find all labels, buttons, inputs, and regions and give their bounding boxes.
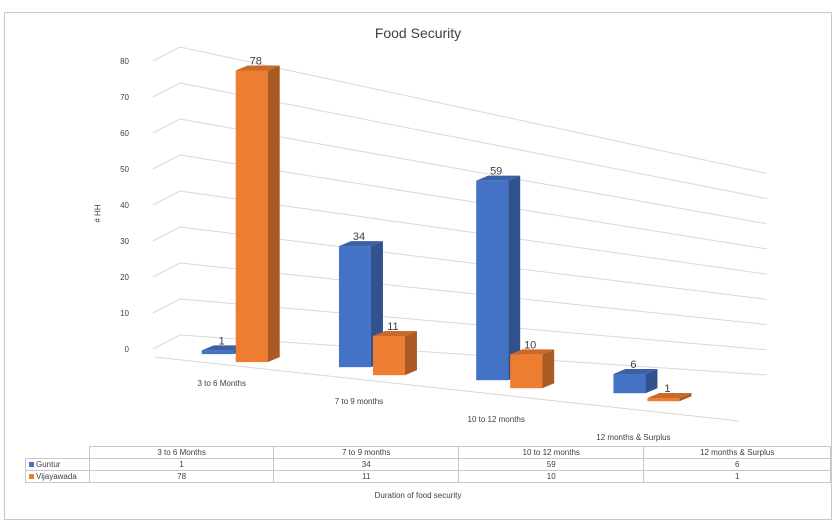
data-label: 78 xyxy=(250,55,262,67)
bar-top xyxy=(201,345,246,351)
gridline-side xyxy=(152,190,181,206)
bar-side xyxy=(542,349,555,389)
y-tick-label: 50 xyxy=(120,165,129,174)
bar-side xyxy=(508,175,521,381)
chart-frame: Food Security 0 10 20 30 40 50 60 70 80 1 78 34 11 59… xyxy=(4,12,832,520)
data-label: 10 xyxy=(524,339,536,351)
table-header-row: 3 to 6 Months 7 to 9 months 10 to 12 month… xyxy=(25,446,831,459)
y-axis-title: # HH xyxy=(93,204,103,223)
data-label: 11 xyxy=(387,321,398,333)
bar-top xyxy=(338,241,383,247)
y-tick-label: 80 xyxy=(120,57,129,66)
table-cell: 1 xyxy=(88,458,275,471)
table-row: Vijayawada 78 11 10 1 xyxy=(25,470,831,483)
data-label: 59 xyxy=(490,166,502,178)
bar xyxy=(372,335,405,376)
table-header-cell: 7 to 9 months xyxy=(273,446,460,459)
bar-top xyxy=(510,349,555,355)
x-tick-label: 7 to 9 months xyxy=(335,397,383,406)
legend-swatch xyxy=(29,474,34,480)
bar-top xyxy=(647,393,692,399)
table-cell: 11 xyxy=(273,470,460,483)
gridline-side xyxy=(152,82,181,98)
table-corner xyxy=(25,446,90,459)
y-tick-label: 30 xyxy=(120,237,129,246)
gridline-side xyxy=(152,262,181,278)
legend-label: Guntur xyxy=(36,460,61,469)
legend-entry: Vijayawada xyxy=(25,470,90,483)
y-tick-label: 70 xyxy=(120,93,129,102)
bar xyxy=(647,398,680,402)
table-cell: 78 xyxy=(88,470,275,483)
y-tick-label: 20 xyxy=(120,273,129,282)
table-row: Guntur 1 34 59 6 xyxy=(25,458,831,471)
x-tick-label: 3 to 6 Months xyxy=(197,379,245,388)
gridline-side xyxy=(152,154,181,170)
x-tick-label: 10 to 12 months xyxy=(468,415,525,424)
table-header-cell: 10 to 12 months xyxy=(458,446,645,459)
bar-side xyxy=(267,65,280,363)
gridline-side xyxy=(152,118,181,134)
table-cell: 10 xyxy=(458,470,645,483)
bar-side xyxy=(404,330,417,376)
bar-top xyxy=(235,65,280,71)
table-cell: 59 xyxy=(458,458,645,471)
table-header-cell: 3 to 6 Months xyxy=(88,446,275,459)
data-label: 34 xyxy=(353,231,365,243)
y-tick-label: 10 xyxy=(120,309,129,318)
data-table: 3 to 6 Months 7 to 9 months 10 to 12 month… xyxy=(25,446,831,483)
chart-title: Food Security xyxy=(374,25,462,41)
x-axis-title: Duration of food security xyxy=(374,491,462,500)
gridline-side xyxy=(152,226,181,242)
bar xyxy=(476,180,509,381)
data-label: 1 xyxy=(219,335,225,347)
table-cell: 34 xyxy=(273,458,460,471)
y-tick-label: 0 xyxy=(125,345,130,354)
bar xyxy=(201,350,234,355)
bar-top xyxy=(372,330,417,336)
floor-edge xyxy=(154,356,740,422)
legend-entry: Guntur xyxy=(25,458,90,471)
gridline-side xyxy=(152,334,181,350)
legend-swatch xyxy=(29,462,34,468)
data-label: 1 xyxy=(664,383,670,395)
bar xyxy=(510,354,543,389)
bar xyxy=(338,246,371,368)
bar-side xyxy=(679,393,692,402)
y-tick-label: 60 xyxy=(120,129,129,138)
legend-label: Vijayawada xyxy=(36,472,77,481)
table-cell: 6 xyxy=(643,458,831,471)
x-tick-label: 12 months & Surplus xyxy=(596,433,670,442)
table-header-cell: 12 months & Surplus xyxy=(643,446,831,459)
bar xyxy=(613,374,646,394)
y-tick-label: 40 xyxy=(120,201,129,210)
bar xyxy=(235,70,268,363)
data-label: 6 xyxy=(630,359,636,371)
bar-top xyxy=(476,175,521,181)
bar-side xyxy=(645,369,658,394)
gridline-side xyxy=(152,46,181,62)
bars: 1 78 34 11 59 10 6 1 xyxy=(201,55,692,402)
gridline-side xyxy=(152,298,181,314)
chart-plot: 0 10 20 30 40 50 60 70 80 1 78 34 11 59 10 6 1 3 to 6 Mon… xyxy=(120,46,768,442)
table-cell: 1 xyxy=(643,470,831,483)
bar-top xyxy=(613,369,658,375)
